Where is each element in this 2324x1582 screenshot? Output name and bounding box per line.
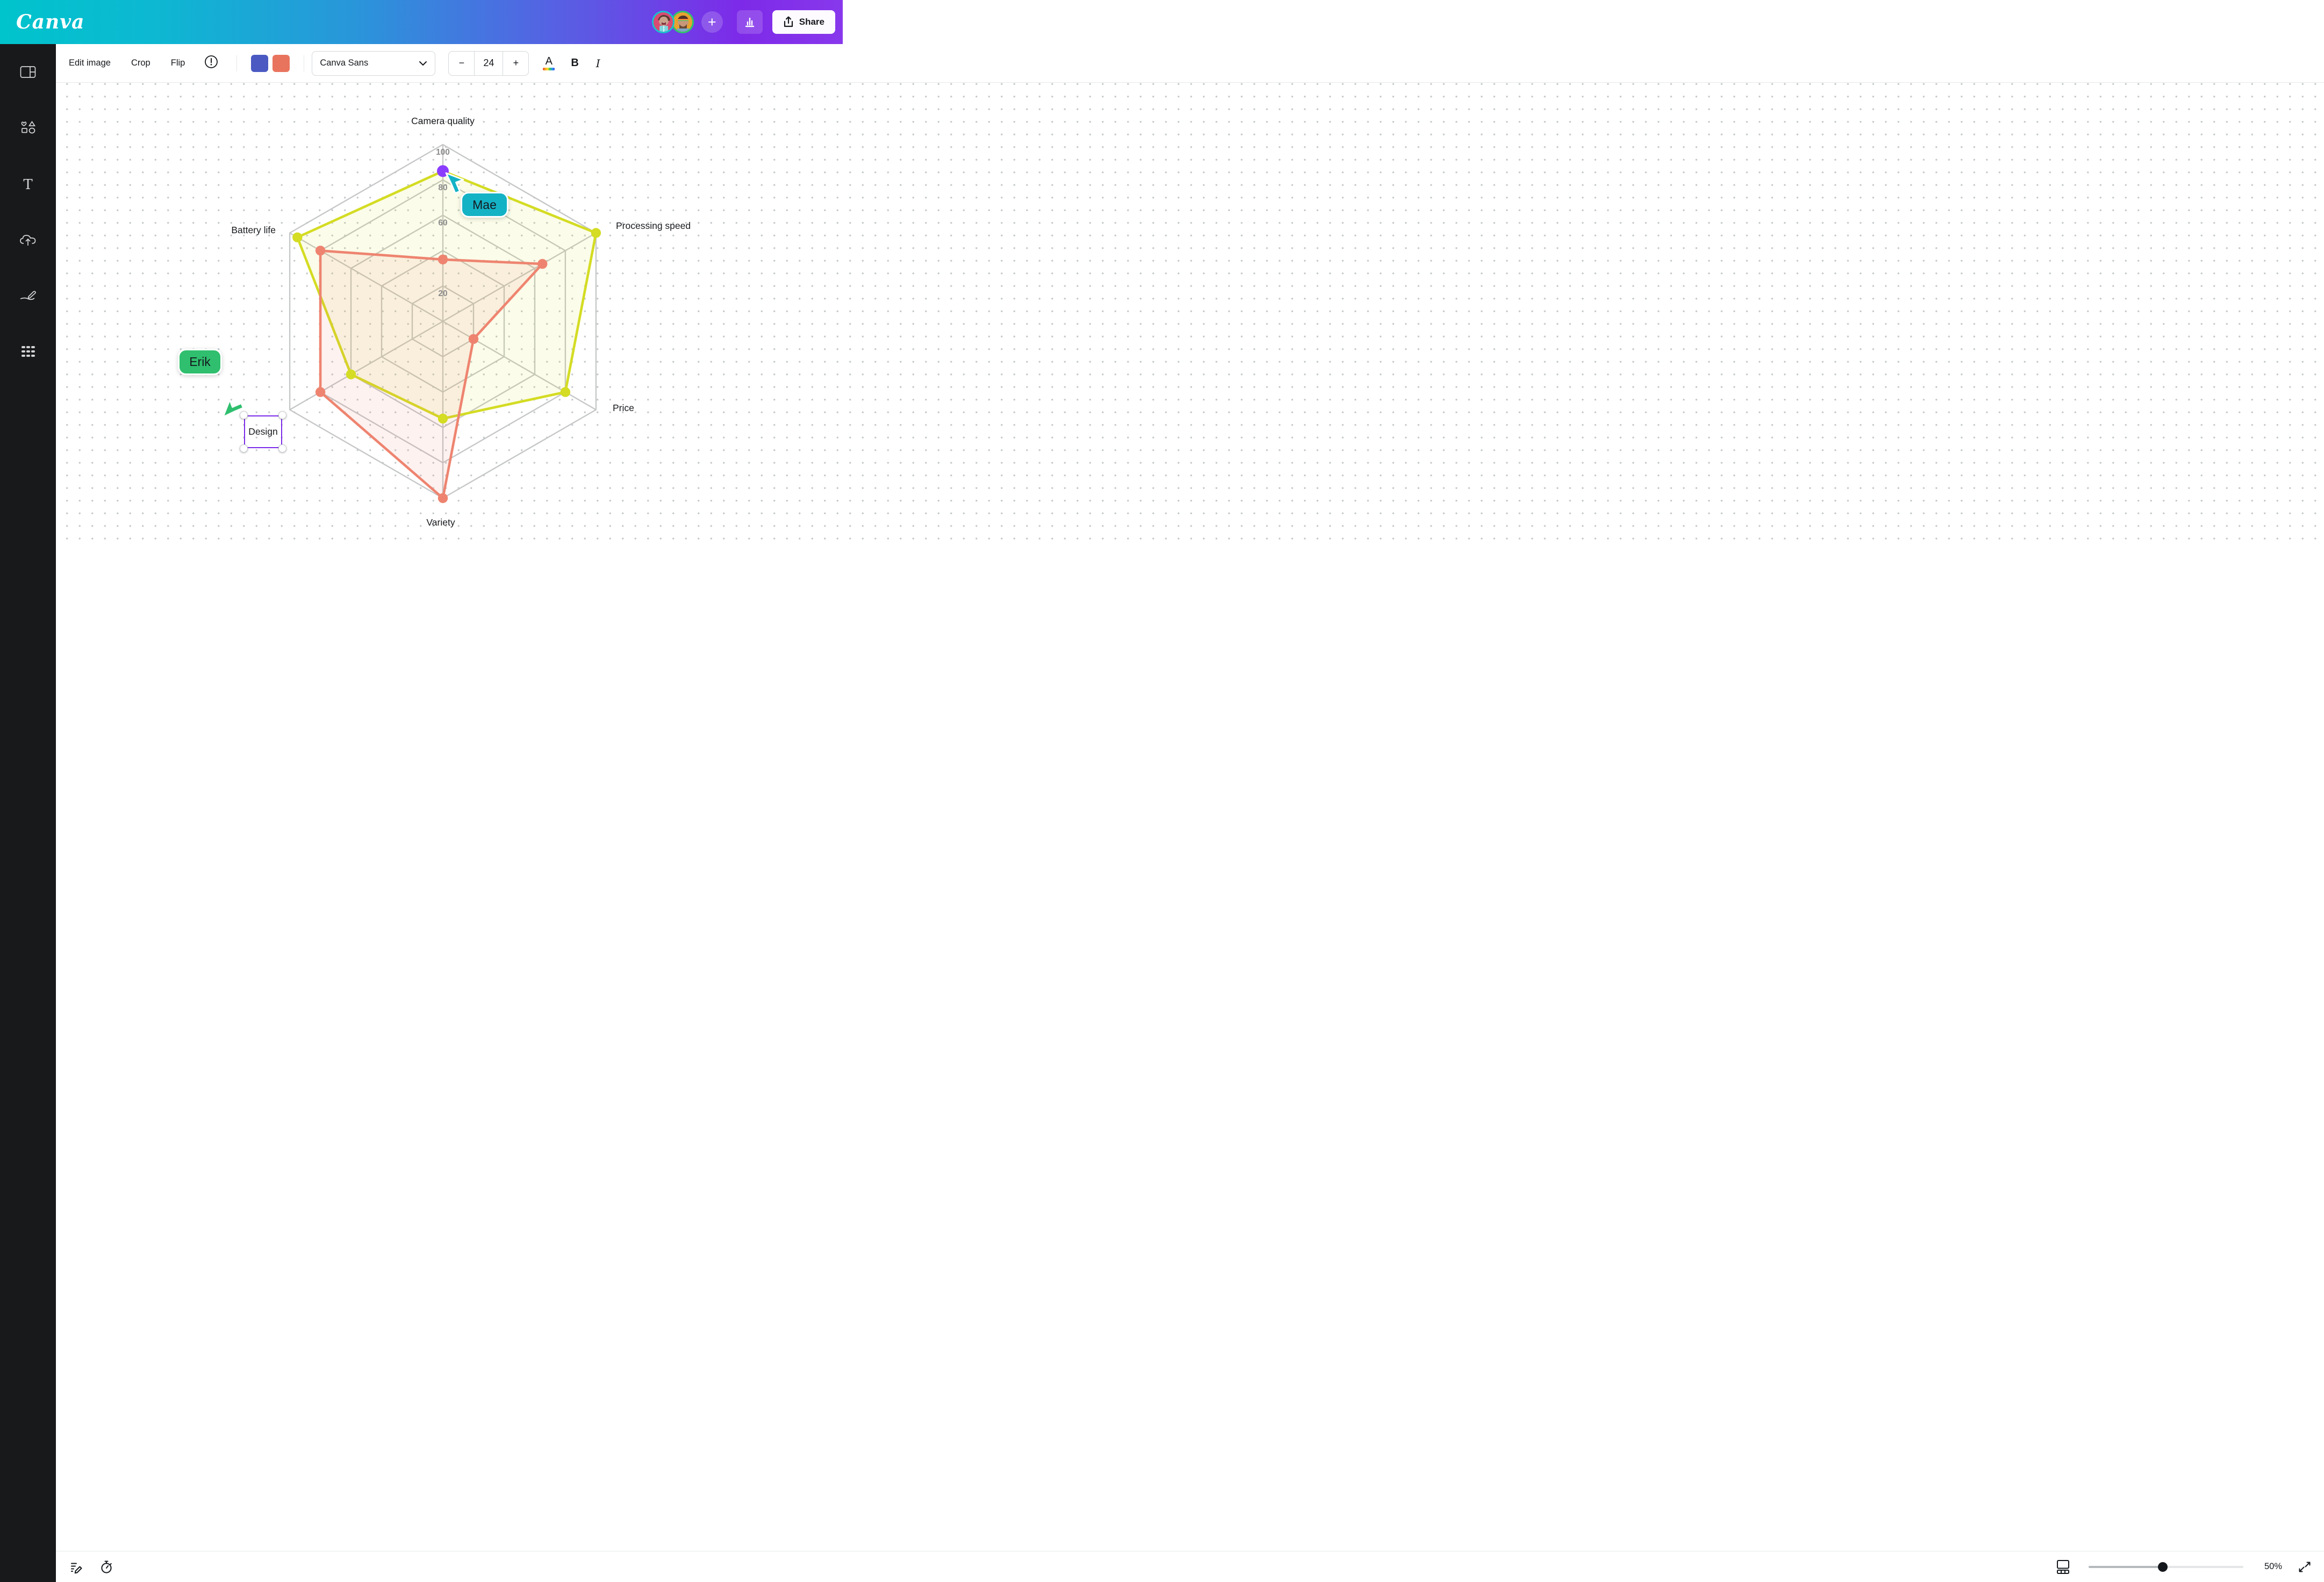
toolbar-divider xyxy=(236,55,238,71)
sidebar-item-draw[interactable] xyxy=(0,268,56,323)
text-icon: T xyxy=(23,177,33,192)
color-swatch-blue[interactable] xyxy=(251,54,269,72)
radar-tick-label: 60 xyxy=(438,219,447,228)
radar-axis-line xyxy=(289,320,443,411)
selection-handle-top-left[interactable] xyxy=(240,411,248,419)
radar-tick-label: 100 xyxy=(436,148,450,157)
radar-category-label: Variety xyxy=(426,517,455,528)
zoom-slider-knob[interactable] xyxy=(2158,1562,2168,1572)
mae-cursor-label: Mae xyxy=(461,192,508,218)
text-color-letter: A xyxy=(545,55,553,67)
selection-handle-bottom-right[interactable] xyxy=(278,444,286,452)
salmon-series-point xyxy=(537,258,548,269)
bold-button[interactable]: B xyxy=(571,57,579,69)
avatar-erik-image xyxy=(672,12,692,32)
bottom-bar: 50% xyxy=(56,1551,2324,1582)
insights-chart-button[interactable] xyxy=(736,10,763,34)
sidebar-item-elements[interactable] xyxy=(0,100,56,156)
yellow-series-point xyxy=(346,369,356,379)
notes-icon xyxy=(71,1563,82,1573)
text-color-button[interactable]: A xyxy=(543,56,555,70)
salmon-series-point xyxy=(315,387,326,397)
erik-cursor-icon xyxy=(222,399,244,418)
yellow-series-point xyxy=(560,387,571,397)
font-family-value: Canva Sans xyxy=(320,58,369,68)
erik-name: Erik xyxy=(189,355,211,369)
crop-button[interactable]: Crop xyxy=(131,58,150,68)
font-size-increase-button[interactable]: + xyxy=(503,51,528,75)
avatar-mae-image xyxy=(653,12,673,32)
notes-button[interactable] xyxy=(66,1556,87,1578)
canva-logo[interactable]: Canva xyxy=(16,11,85,33)
edit-image-button[interactable]: Edit image xyxy=(69,58,111,68)
salmon-series-point xyxy=(437,493,448,504)
zoom-slider[interactable] xyxy=(2089,1562,2243,1572)
zoom-slider-fill xyxy=(2089,1565,2163,1568)
selection-handle-bottom-left[interactable] xyxy=(240,444,248,452)
radar-axis-line xyxy=(442,320,597,411)
apps-grid-icon xyxy=(21,346,35,357)
radar-category-label: Price xyxy=(613,402,634,413)
add-collaborator-button[interactable]: + xyxy=(701,11,723,33)
alert-info-button[interactable] xyxy=(204,55,218,71)
app-header: Canva + xyxy=(0,0,843,44)
zoom-level-value: 50% xyxy=(2264,1562,2282,1571)
radar-tick-label: 20 xyxy=(438,289,447,298)
radar-axis-line xyxy=(289,232,443,322)
grid-view-button[interactable] xyxy=(2052,1556,2074,1578)
yellow-series-point xyxy=(292,232,303,242)
radar-axis-line xyxy=(442,232,597,322)
timer-icon xyxy=(101,1561,112,1573)
salmon-series-point xyxy=(468,334,479,344)
svg-text:T: T xyxy=(23,177,33,192)
radar-tick-label: 80 xyxy=(438,183,447,192)
collaborator-avatar-mae[interactable] xyxy=(651,11,675,33)
elements-icon xyxy=(21,120,36,134)
mae-name: Mae xyxy=(472,197,497,212)
sidebar-item-design[interactable] xyxy=(0,44,56,100)
expand-arrows-icon xyxy=(2299,1562,2311,1572)
design-label-selected-textbox[interactable]: Design xyxy=(244,415,282,448)
radar-category-label: Processing speed xyxy=(616,220,691,231)
left-sidebar: T xyxy=(0,44,56,1582)
radar-category-label: Camera quality xyxy=(411,116,475,126)
font-family-select[interactable]: Canva Sans xyxy=(312,51,436,76)
font-size-stepper: − 24 + xyxy=(448,51,529,76)
font-size-decrease-button[interactable]: − xyxy=(449,51,475,75)
chevron-down-icon xyxy=(419,61,427,66)
selection-handle-top-right[interactable] xyxy=(278,411,286,419)
draw-pen-icon xyxy=(20,291,36,300)
bar-chart-icon xyxy=(745,17,754,27)
collaborator-avatar-erik[interactable] xyxy=(671,11,694,33)
salmon-series-point xyxy=(315,246,326,256)
sidebar-item-apps[interactable] xyxy=(0,323,56,379)
cloud-upload-icon xyxy=(20,235,36,246)
radar-category-label: Battery life xyxy=(231,225,276,235)
context-toolbar: Edit image Crop Flip Canva Sans − 24 + A… xyxy=(56,44,2324,83)
rainbow-color-bar xyxy=(543,68,555,70)
design-panel-icon xyxy=(20,66,36,78)
share-upload-icon xyxy=(784,16,793,27)
color-swatch-salmon[interactable] xyxy=(272,54,290,72)
yellow-series-point xyxy=(591,228,601,238)
yellow-series-point xyxy=(437,413,448,424)
flip-button[interactable]: Flip xyxy=(170,58,185,68)
fullscreen-button[interactable] xyxy=(2294,1556,2315,1578)
sidebar-item-uploads[interactable] xyxy=(0,212,56,268)
share-button-label: Share xyxy=(799,17,824,27)
alert-circle-icon xyxy=(205,55,218,68)
timer-button[interactable] xyxy=(96,1556,117,1578)
design-label-text: Design xyxy=(248,426,278,437)
font-size-value[interactable]: 24 xyxy=(483,57,494,68)
italic-button[interactable]: I xyxy=(596,56,600,70)
erik-cursor-label: Erik xyxy=(178,349,222,375)
grid-view-icon xyxy=(2056,1560,2069,1574)
salmon-series-point xyxy=(437,254,448,265)
sidebar-item-text[interactable]: T xyxy=(0,156,56,212)
mae-cursor-icon xyxy=(445,172,464,194)
share-button[interactable]: Share xyxy=(772,10,835,34)
